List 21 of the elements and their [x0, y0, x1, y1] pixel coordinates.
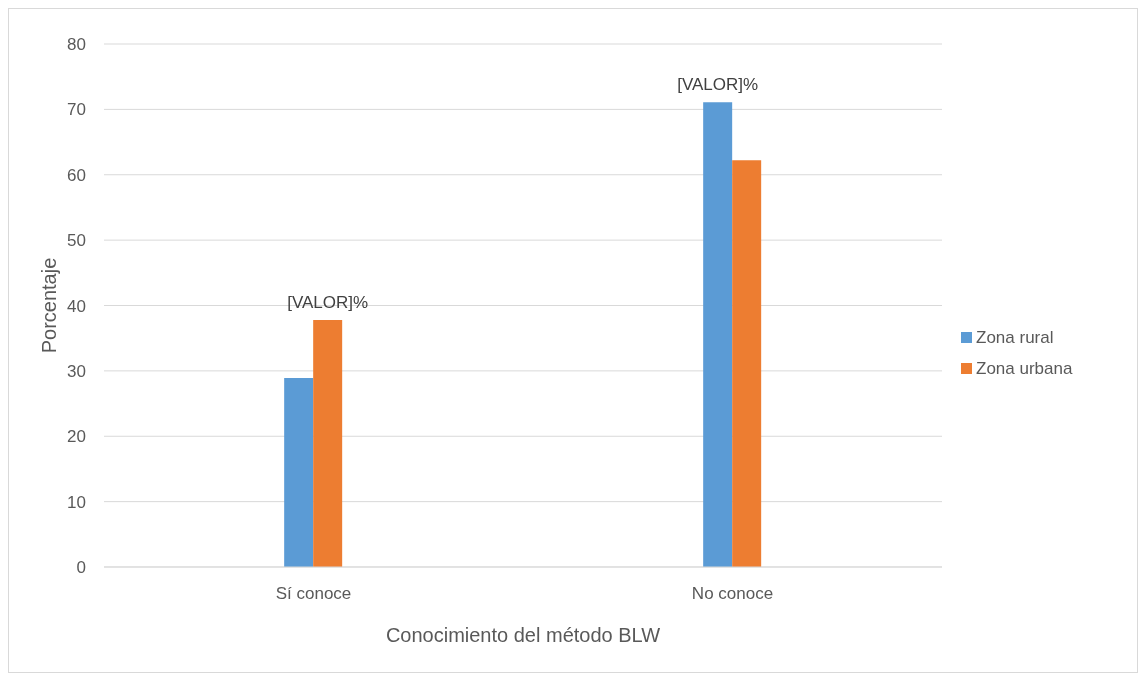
y-axis-title: Porcentaje [38, 257, 61, 354]
y-tick-label: 0 [76, 558, 86, 578]
data-label: [VALOR]% [287, 292, 369, 312]
x-tick-label: No conoce [691, 584, 774, 604]
y-tick-label: 20 [67, 427, 86, 447]
y-tick-label: 30 [67, 361, 86, 381]
bar [732, 160, 762, 567]
x-axis-title: Conocimiento del método BLW [385, 624, 661, 646]
y-tick-label: 10 [67, 492, 86, 512]
y-tick-label: 70 [67, 100, 86, 120]
bar [313, 319, 343, 567]
legend-label: Zona urbana [975, 358, 1073, 380]
data-label: [VALOR]% [677, 75, 759, 95]
y-tick-label: 60 [67, 165, 86, 185]
y-tick-label: 50 [67, 231, 86, 251]
legend-label: Zona rural [975, 327, 1055, 349]
bar [703, 102, 733, 567]
y-tick-label: 80 [67, 35, 86, 55]
bar [284, 378, 314, 567]
y-tick-label: 40 [67, 296, 86, 316]
x-tick-label: Sí conoce [275, 584, 352, 604]
